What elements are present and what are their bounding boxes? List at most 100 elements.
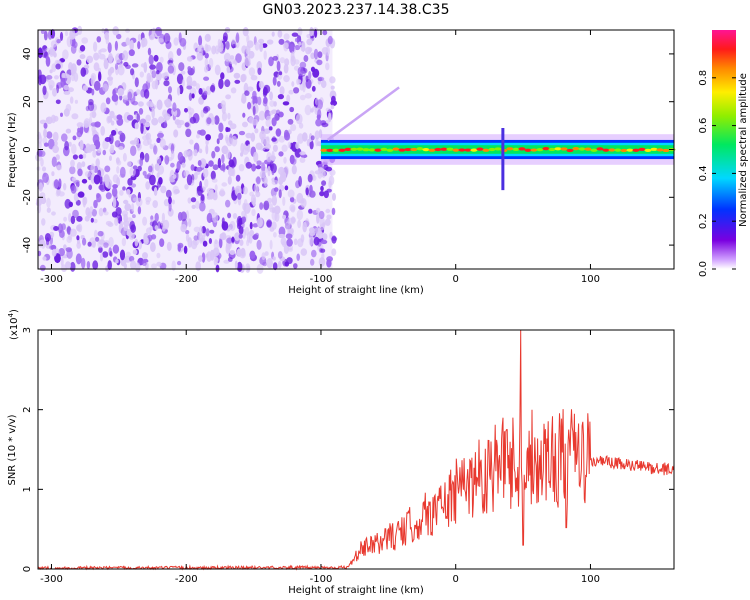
noise-blob [52,131,59,142]
noise-blob [210,170,216,180]
noise-blob [313,48,319,60]
noise-blob [71,143,77,155]
noise-blob [151,70,157,79]
noise-blob [71,113,79,120]
noise-blob [171,199,175,205]
noise-blob [291,158,297,165]
noise-blob [211,45,217,55]
noise-blob [272,256,276,261]
noise-blob [99,252,104,262]
noise-blob [130,145,137,157]
noise-blob [103,211,109,216]
noise-blob [298,175,302,187]
noise-blob [109,110,115,119]
noise-blob [125,251,131,258]
noise-blob [202,240,208,247]
noise-blob [137,34,142,42]
noise-blob [253,151,259,163]
band-core-segment [644,148,652,152]
noise-blob [131,203,135,212]
noise-blob [285,233,293,239]
noise-blob [168,196,172,205]
noise-blob [105,97,111,105]
noise-blob [190,164,195,171]
noise-blob [202,168,209,178]
y-tick-label: 40 [22,48,33,61]
band-core-segment [626,148,634,152]
noise-blob [151,263,157,270]
noise-blob [131,63,139,68]
noise-blob [186,56,193,62]
noise-blob [98,207,104,217]
noise-blob [233,60,238,65]
noise-blob [258,110,266,121]
noise-blob [114,217,119,226]
noise-blob [88,144,96,152]
noise-blob [113,87,118,94]
noise-blob [287,217,294,225]
noise-blob [154,225,159,231]
noise-blob [73,192,79,202]
band-core-segment [494,147,502,151]
noise-blob [325,208,331,214]
noise-blob [295,113,303,125]
noise-blob [233,72,241,79]
noise-blob [168,86,172,94]
noise-blob [163,80,170,87]
noise-blob [108,52,113,64]
noise-blob [109,147,115,154]
noise-blob [146,72,152,83]
noise-blob [117,88,125,96]
noise-blob [105,192,112,200]
noise-blob [136,89,141,95]
noise-blob [256,61,263,71]
noise-blob [322,30,328,36]
noise-blob [277,260,282,269]
noise-blob [118,146,124,151]
noise-blob [252,105,256,116]
noise-blob [145,132,151,140]
band-core-segment [578,147,586,151]
noise-blob [195,261,201,271]
colorbar-tick-label: 0.0 [698,261,709,277]
noise-blob [259,130,266,141]
noise-blob [154,212,159,222]
noise-blob [272,144,278,152]
noise-blob [110,120,115,126]
noise-blob [227,176,232,185]
noise-blob [205,134,212,141]
noise-blob [204,43,209,54]
noise-blob [143,236,149,245]
noise-blob [286,238,293,247]
noise-blob [123,199,129,205]
noise-blob [126,161,132,167]
noise-blob [130,260,137,270]
noise-blob [241,210,247,218]
noise-blob [75,253,82,265]
noise-blob [218,237,223,249]
noise-blob [54,140,58,147]
noise-blob [271,137,277,142]
noise-blob [111,187,118,197]
noise-blob [265,118,271,128]
band-core-segment [446,147,454,151]
noise-blob [206,117,212,125]
noise-blob [68,87,74,93]
noise-blob [46,131,53,139]
noise-blob [127,178,133,186]
noise-blob [162,109,168,118]
noise-blob [184,184,189,190]
noise-blob [246,40,254,48]
noise-blob [38,182,44,192]
noise-blob [295,142,300,150]
noise-blob [259,145,266,151]
noise-blob [263,50,267,60]
noise-blob [195,167,203,172]
noise-blob [259,202,264,210]
noise-blob [161,212,165,223]
noise-blob [97,240,104,249]
noise-blob [314,130,320,140]
noise-blob [42,172,49,183]
band-core-segment [320,148,328,152]
noise-blob [187,197,192,204]
